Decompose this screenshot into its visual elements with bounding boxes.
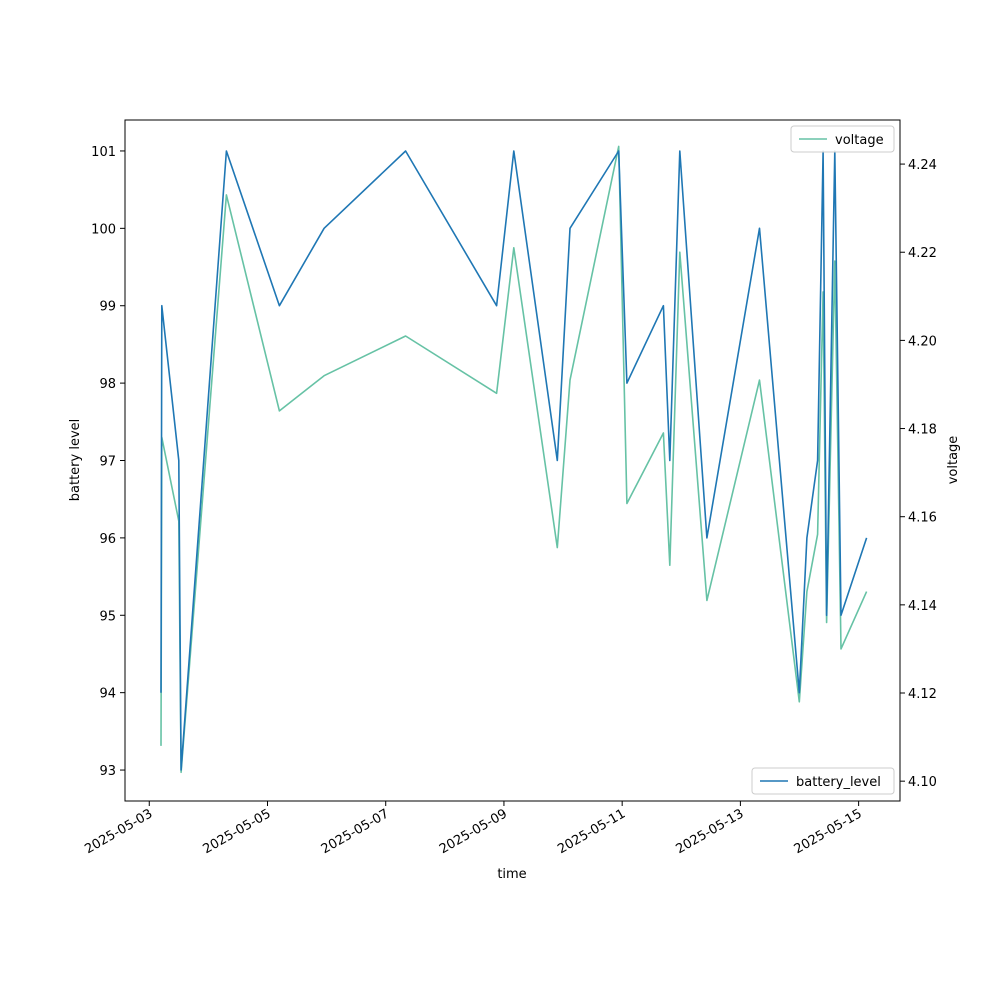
y-left-tick-label: 95: [99, 609, 116, 624]
x-tick-label: 2025-05-09: [437, 806, 510, 857]
y-right-tick-label: 4.24: [908, 158, 937, 173]
y-left-tick-label: 101: [91, 145, 116, 160]
y-left-tick-label: 94: [99, 687, 116, 702]
x-tick-label: 2025-05-11: [555, 806, 628, 857]
x-tick-label: 2025-05-07: [319, 806, 392, 857]
x-tick-label: 2025-05-03: [82, 806, 155, 857]
y-left-tick-label: 96: [99, 532, 116, 547]
plot-area: [160, 145, 868, 774]
series-line-battery-level: [160, 150, 868, 771]
y-right-tick-label: 4.12: [908, 687, 937, 702]
legend-label: battery_level: [796, 775, 881, 790]
plot-frame: [124, 119, 901, 802]
x-tick-label: 2025-05-05: [201, 806, 274, 857]
y-left-tick-label: 93: [99, 764, 116, 779]
legend-battery-level: battery_level: [751, 767, 895, 795]
y-right-tick-label: 4.16: [908, 511, 937, 526]
y-right-tick-label: 4.10: [908, 775, 937, 790]
series-line-voltage: [160, 145, 868, 774]
legend-box: [751, 767, 895, 795]
legend-box: [790, 125, 895, 153]
y-left-tick-label: 99: [99, 300, 116, 315]
y-right-tick-label: 4.20: [908, 334, 937, 349]
y-left-axis-label: battery level: [68, 419, 83, 502]
y-left-tick-label: 98: [99, 377, 116, 392]
x-tick-label: 2025-05-15: [792, 806, 865, 857]
y-right-tick-label: 4.22: [908, 246, 937, 261]
legends: battery_level voltage: [751, 125, 895, 795]
y-right-tick-label: 4.18: [908, 423, 937, 438]
y-right-tick-label: 4.14: [908, 599, 937, 614]
x-axis-label: time: [497, 867, 526, 882]
y-right-axis-label: voltage: [946, 436, 961, 485]
y-left-tick-label: 100: [91, 222, 116, 237]
axes: 2025-05-03 2025-05-05 2025-05-07 2025-05-09…: [82, 119, 937, 857]
x-tick-label: 2025-05-13: [673, 806, 746, 857]
legend-voltage: voltage: [790, 125, 895, 153]
y-left-tick-label: 97: [99, 455, 116, 470]
legend-label: voltage: [835, 133, 884, 148]
